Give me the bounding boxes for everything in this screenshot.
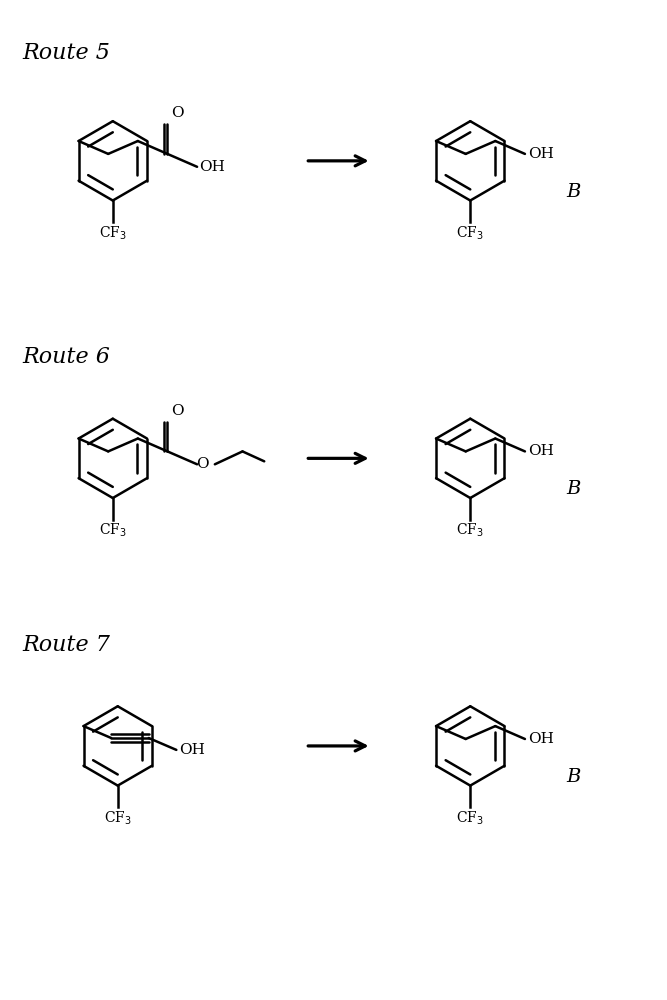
Text: OH: OH xyxy=(528,147,554,161)
Text: Route 5: Route 5 xyxy=(22,42,110,64)
Text: Route 7: Route 7 xyxy=(22,634,110,656)
Text: OH: OH xyxy=(199,160,225,174)
Text: B: B xyxy=(566,768,581,786)
Text: B: B xyxy=(566,480,581,498)
Text: OH: OH xyxy=(528,732,554,746)
Text: CF$_3$: CF$_3$ xyxy=(456,809,484,827)
Text: OH: OH xyxy=(179,743,205,757)
Text: CF$_3$: CF$_3$ xyxy=(456,522,484,539)
Text: CF$_3$: CF$_3$ xyxy=(456,224,484,242)
Text: CF$_3$: CF$_3$ xyxy=(104,809,131,827)
Text: O: O xyxy=(171,404,184,418)
Text: CF$_3$: CF$_3$ xyxy=(99,224,127,242)
Text: O: O xyxy=(171,106,184,120)
Text: O: O xyxy=(196,457,209,471)
Text: OH: OH xyxy=(528,444,554,458)
Text: Route 6: Route 6 xyxy=(22,346,110,368)
Text: CF$_3$: CF$_3$ xyxy=(99,522,127,539)
Text: B: B xyxy=(566,183,581,201)
